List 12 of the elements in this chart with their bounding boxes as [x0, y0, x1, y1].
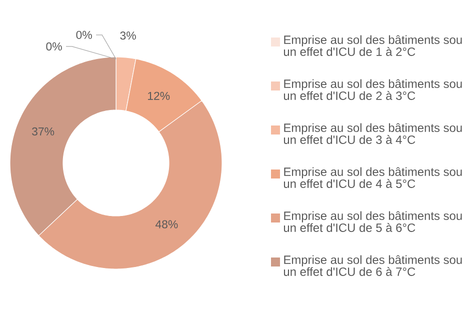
- text: 0%: [46, 42, 62, 50]
- legend-label: Emprise au sol des bâtiments sou un effet d'ICU de 4 à 5°C: [284, 167, 462, 188]
- legend-label: Emprise au sol des bâtiments sou un effet d'ICU de 3 à 4°C: [284, 123, 462, 144]
- data-label: 12%: [148, 92, 170, 100]
- data-label: 3%: [120, 32, 136, 40]
- legend-label: Emprise au sol des bâtiments sou un effet d'ICU de 1 à 2°C: [284, 35, 462, 56]
- legend-label: Emprise au sol des bâtiments sou un effet d'ICU de 5 à 6°C: [284, 211, 462, 232]
- data-label: 48%: [155, 220, 178, 228]
- text: 0%: [76, 30, 92, 39]
- data-label: 37%: [32, 127, 54, 136]
- legend-label: Emprise au sol des bâtiments sou un effet d'ICU de 6 à 7°C: [284, 255, 462, 276]
- legend-label: Emprise au sol des bâtiments sou un effet d'ICU de 2 à 3°C: [284, 79, 462, 100]
